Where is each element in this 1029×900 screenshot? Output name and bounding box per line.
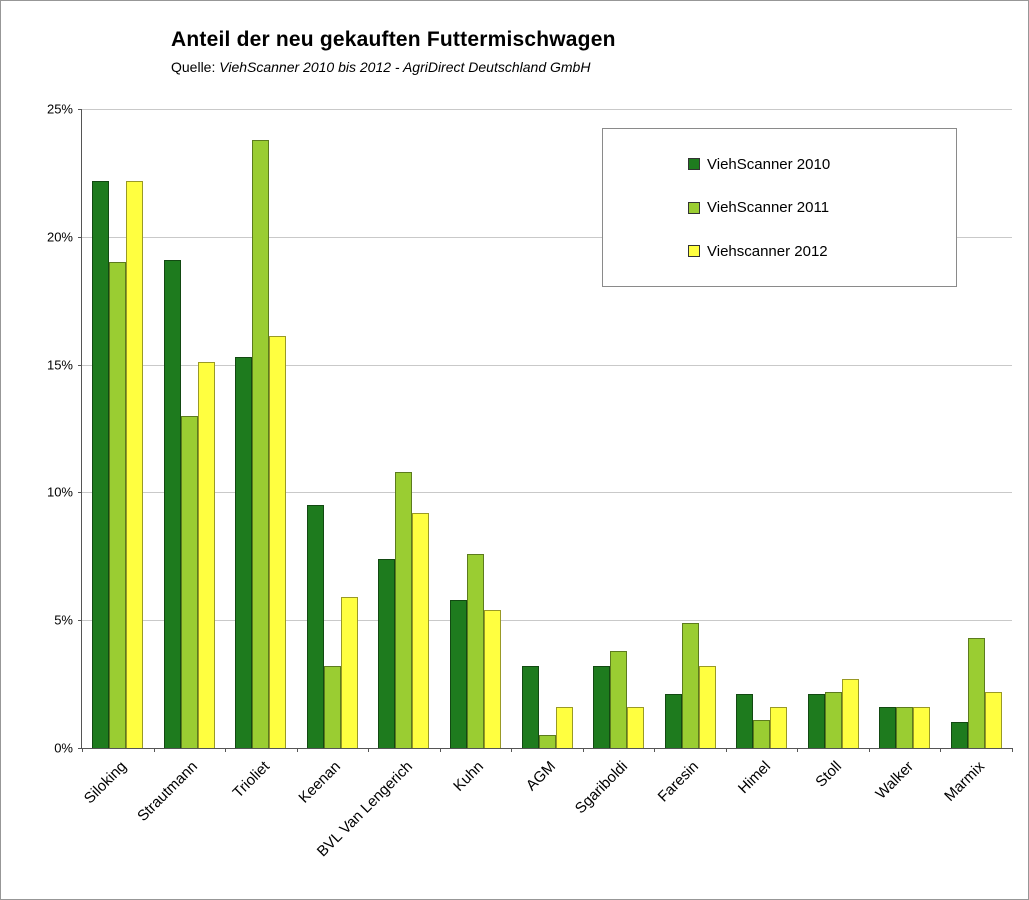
y-axis-tick-label: 10% xyxy=(46,484,73,500)
legend-label: ViehScanner 2010 xyxy=(707,155,831,173)
subtitle-prefix: Quelle: xyxy=(171,59,220,75)
bar-viehscanner-2010-bvl-van-lengerich xyxy=(378,558,396,748)
y-axis-tick xyxy=(78,236,82,238)
gridline xyxy=(82,492,1012,494)
bar-viehscanner-2010-faresin xyxy=(664,694,682,748)
bar-viehscanner-2010-agm xyxy=(521,666,539,748)
bar-viehscanner-2010-strautmann xyxy=(163,259,181,748)
y-axis-tick xyxy=(78,364,82,366)
legend-swatch xyxy=(688,245,700,257)
x-axis-tick xyxy=(797,748,799,752)
legend-swatch xyxy=(688,201,700,214)
y-axis-tick xyxy=(78,492,82,494)
bar-viehscanner-2011-himel xyxy=(753,719,771,748)
x-axis-tick xyxy=(225,748,227,752)
chart-title: Anteil der neu gekauften Futtermischwage… xyxy=(171,28,616,51)
x-axis-tick xyxy=(582,748,584,752)
bar-viehscanner-2012-agm xyxy=(555,707,573,748)
bar-viehscanner-2011-agm xyxy=(538,735,556,748)
bar-viehscanner-2012-bvl-van-lengerich xyxy=(412,512,430,748)
legend-item: ViehScanner 2011 xyxy=(688,199,956,216)
bar-viehscanner-2012-kuhn xyxy=(483,609,501,748)
chart-subtitle: Quelle: ViehScanner 2010 bis 2012 - Agri… xyxy=(171,59,590,75)
x-axis-tick xyxy=(868,748,870,752)
bar-viehscanner-2012-sgariboldi xyxy=(627,707,645,748)
x-axis-tick xyxy=(725,748,727,752)
y-axis-tick-label: 20% xyxy=(46,229,73,245)
y-axis-tick-label: 0% xyxy=(54,740,73,756)
x-axis-tick xyxy=(940,748,942,752)
legend-label: ViehScanner 2011 xyxy=(707,199,830,216)
bar-viehscanner-2012-stoll xyxy=(841,679,859,748)
y-axis-tick-label: 15% xyxy=(46,357,73,373)
gridline xyxy=(82,364,1012,366)
bar-viehscanner-2011-marmix xyxy=(967,638,985,748)
bar-viehscanner-2012-marmix xyxy=(984,691,1002,748)
bar-viehscanner-2010-himel xyxy=(736,694,754,748)
gridline xyxy=(82,620,1012,622)
bar-viehscanner-2011-siloking xyxy=(109,262,127,748)
bar-viehscanner-2012-siloking xyxy=(126,180,144,748)
y-axis-tick-label: 5% xyxy=(54,612,73,628)
bar-viehscanner-2010-stoll xyxy=(807,694,825,748)
legend-swatch xyxy=(688,158,700,170)
bar-viehscanner-2010-marmix xyxy=(950,722,968,748)
bar-viehscanner-2010-kuhn xyxy=(449,599,467,748)
bar-viehscanner-2012-faresin xyxy=(698,666,716,748)
bar-viehscanner-2011-bvl-van-lengerich xyxy=(395,471,413,748)
subtitle-source: ViehScanner 2010 bis 2012 - AgriDirect D… xyxy=(219,59,591,75)
x-axis-tick xyxy=(511,748,513,752)
x-axis-tick xyxy=(654,748,656,752)
bar-viehscanner-2010-siloking xyxy=(92,180,110,748)
legend: ViehScanner 2010 ViehScanner 2011 Viehscan… xyxy=(602,128,957,287)
y-axis-tick xyxy=(78,620,82,622)
gridline xyxy=(82,109,1012,110)
bar-viehscanner-2010-trioliet xyxy=(235,356,253,748)
bar-viehscanner-2011-strautmann xyxy=(180,415,198,748)
bar-viehscanner-2010-sgariboldi xyxy=(593,666,611,748)
bar-viehscanner-2012-keenan xyxy=(340,597,358,748)
bar-viehscanner-2011-walker xyxy=(896,707,914,748)
bar-viehscanner-2012-himel xyxy=(770,707,788,748)
bar-viehscanner-2011-keenan xyxy=(323,666,341,748)
bar-viehscanner-2011-stoll xyxy=(824,691,842,748)
x-axis-tick xyxy=(439,748,441,752)
bar-viehscanner-2012-strautmann xyxy=(197,362,215,748)
legend-label: Viehscanner 2012 xyxy=(707,242,828,260)
x-axis-category-label: Siloking xyxy=(80,758,130,808)
legend-item: ViehScanner 2010 xyxy=(688,156,956,173)
y-axis-tick xyxy=(78,748,82,749)
x-axis-tick xyxy=(82,748,83,752)
legend-item: Viehscanner 2012 xyxy=(688,243,956,260)
bar-viehscanner-2012-trioliet xyxy=(269,336,287,748)
x-axis-tick xyxy=(296,748,298,752)
bar-viehscanner-2011-kuhn xyxy=(466,553,484,748)
bar-viehscanner-2011-sgariboldi xyxy=(610,650,628,748)
x-axis-tick xyxy=(1012,748,1013,752)
y-axis-tick-label: 25% xyxy=(46,101,73,117)
bar-viehscanner-2011-faresin xyxy=(681,622,699,748)
y-axis-tick xyxy=(78,109,82,110)
x-axis-tick xyxy=(368,748,370,752)
x-axis-tick xyxy=(153,748,155,752)
bar-viehscanner-2011-trioliet xyxy=(252,139,270,748)
bar-viehscanner-2012-walker xyxy=(913,707,931,748)
bar-viehscanner-2010-walker xyxy=(879,707,897,748)
bar-viehscanner-2010-keenan xyxy=(306,505,324,748)
